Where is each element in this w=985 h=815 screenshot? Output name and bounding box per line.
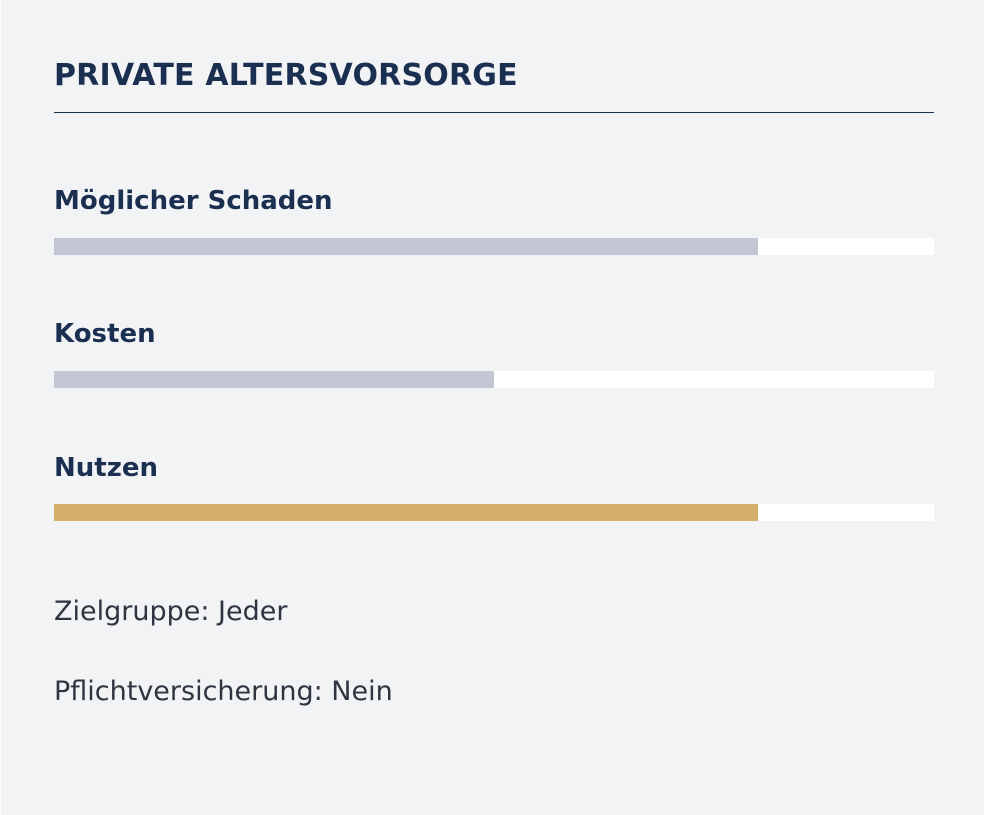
progress-bar-benefit [54, 504, 934, 521]
target-group-text: Zielgruppe: Jeder [54, 596, 288, 627]
progress-bar-costs [54, 371, 934, 388]
mandatory-insurance-text: Pflichtversicherung: Nein [54, 676, 393, 707]
card-title: PRIVATE ALTERSVORSORGE [54, 58, 518, 93]
progress-bar-damage [54, 238, 934, 255]
metric-label-costs: Kosten [54, 319, 156, 349]
progress-fill-benefit [54, 504, 758, 521]
metric-label-benefit: Nutzen [54, 453, 158, 483]
title-divider [54, 112, 934, 113]
progress-fill-damage [54, 238, 758, 255]
progress-fill-costs [54, 371, 494, 388]
metric-label-damage: Möglicher Schaden [54, 186, 333, 216]
